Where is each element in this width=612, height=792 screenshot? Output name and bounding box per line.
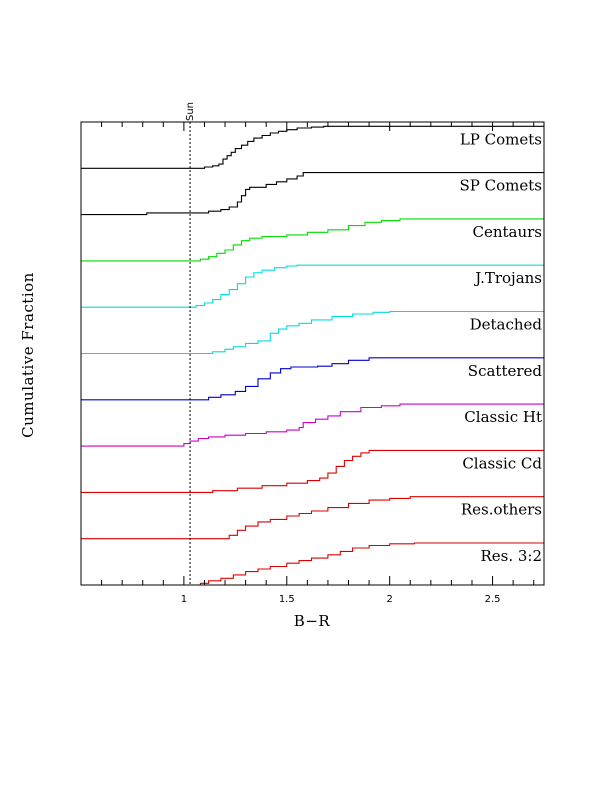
x-tick-label: 1	[181, 594, 187, 605]
series-label-sp-comets: SP Comets	[460, 177, 542, 195]
series-line-sp-comets	[81, 172, 544, 216]
y-axis-label: Cumulative Fraction	[19, 272, 37, 438]
series-line-res-others	[81, 496, 544, 540]
series-line-classic-cd	[81, 449, 544, 493]
x-tick-label: 2.5	[485, 594, 501, 605]
series-label-lp-comets: LP Comets	[460, 130, 542, 148]
series-line-centaurs	[81, 218, 544, 262]
x-axis-label: B−R	[294, 612, 331, 630]
series-label-detached: Detached	[470, 316, 543, 334]
series-line-lp-comets	[81, 125, 544, 169]
series-line-classic-ht	[81, 403, 544, 447]
x-tick-label: 2	[386, 594, 392, 605]
series-layer: LP Comets SP Comets Centaurs J.Trojans Detac…	[81, 125, 544, 586]
sun-reference: Sun	[185, 102, 196, 585]
plot-frame	[80, 121, 545, 586]
series-label-j-trojans: J.Trojans	[473, 269, 542, 287]
axes: 1 1.5 2 2.5	[101, 122, 535, 605]
series-label-centaurs: Centaurs	[472, 223, 542, 241]
series-line-j-trojans	[81, 264, 544, 308]
series-label-classic-cd: Classic Cd	[462, 454, 542, 472]
sun-reference-label: Sun	[185, 102, 196, 121]
series-label-res-others: Res.others	[461, 501, 542, 519]
series-label-classic-ht: Classic Ht	[464, 408, 542, 426]
series-label-res-3-2: Res. 3:2	[480, 547, 542, 565]
series-line-scattered	[81, 357, 544, 401]
series-line-res-3-2	[81, 542, 544, 586]
x-tick-label: 1.5	[279, 594, 295, 605]
series-label-scattered: Scattered	[468, 362, 543, 380]
series-line-detached	[81, 310, 544, 355]
